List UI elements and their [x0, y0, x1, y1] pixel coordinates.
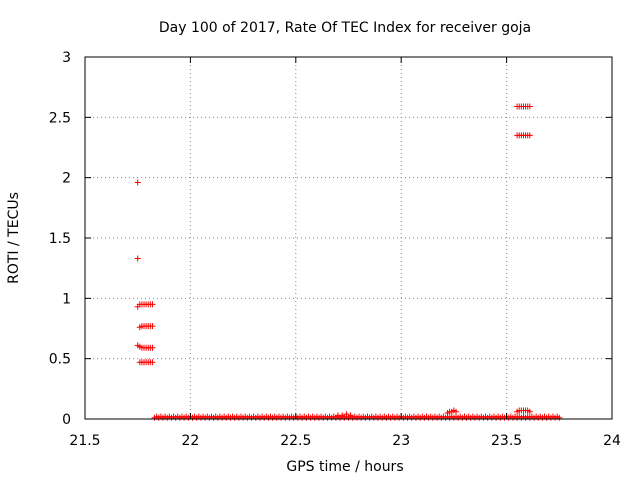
- data-point: [526, 132, 533, 139]
- plot-frame: [84, 56, 613, 420]
- x-tick-label: 21.5: [69, 433, 100, 449]
- data-point: [526, 103, 533, 110]
- y-tick-label: 2: [62, 171, 71, 187]
- x-tick-label: 23.5: [491, 433, 522, 449]
- x-tick-label: 22.5: [280, 433, 311, 449]
- y-tick-label: 2.5: [49, 110, 71, 126]
- x-axis-ticks: 21.5 22 22.5 23 23.5 24: [69, 57, 621, 449]
- data-point: [149, 344, 156, 351]
- data-point: [149, 301, 156, 308]
- y-tick-label: 1: [62, 291, 71, 307]
- y-tick-label: 0: [62, 412, 71, 428]
- chart-title: Day 100 of 2017, Rate Of TEC Index for r…: [159, 20, 531, 36]
- y-axis-ticks: 0 0.5 1 1.5 2 2.5 3: [49, 50, 612, 428]
- data-point: [149, 359, 156, 366]
- y-tick-label: 1.5: [49, 231, 71, 247]
- x-tick-label: 23: [392, 433, 410, 449]
- y-tick-label: 0.5: [49, 352, 71, 368]
- x-tick-label: 22: [181, 433, 199, 449]
- y-tick-label: 3: [62, 50, 71, 66]
- data-point: [556, 414, 563, 421]
- x-axis-label: GPS time / hours: [286, 459, 403, 475]
- data-point: [134, 255, 141, 262]
- grid-lines: [85, 57, 612, 419]
- data-point: [134, 179, 141, 186]
- data-point: [149, 323, 156, 330]
- data-points: [134, 103, 563, 421]
- data-point: [526, 408, 533, 415]
- y-axis-label: ROTI / TECUs: [6, 192, 22, 284]
- x-tick-label: 24: [603, 433, 621, 449]
